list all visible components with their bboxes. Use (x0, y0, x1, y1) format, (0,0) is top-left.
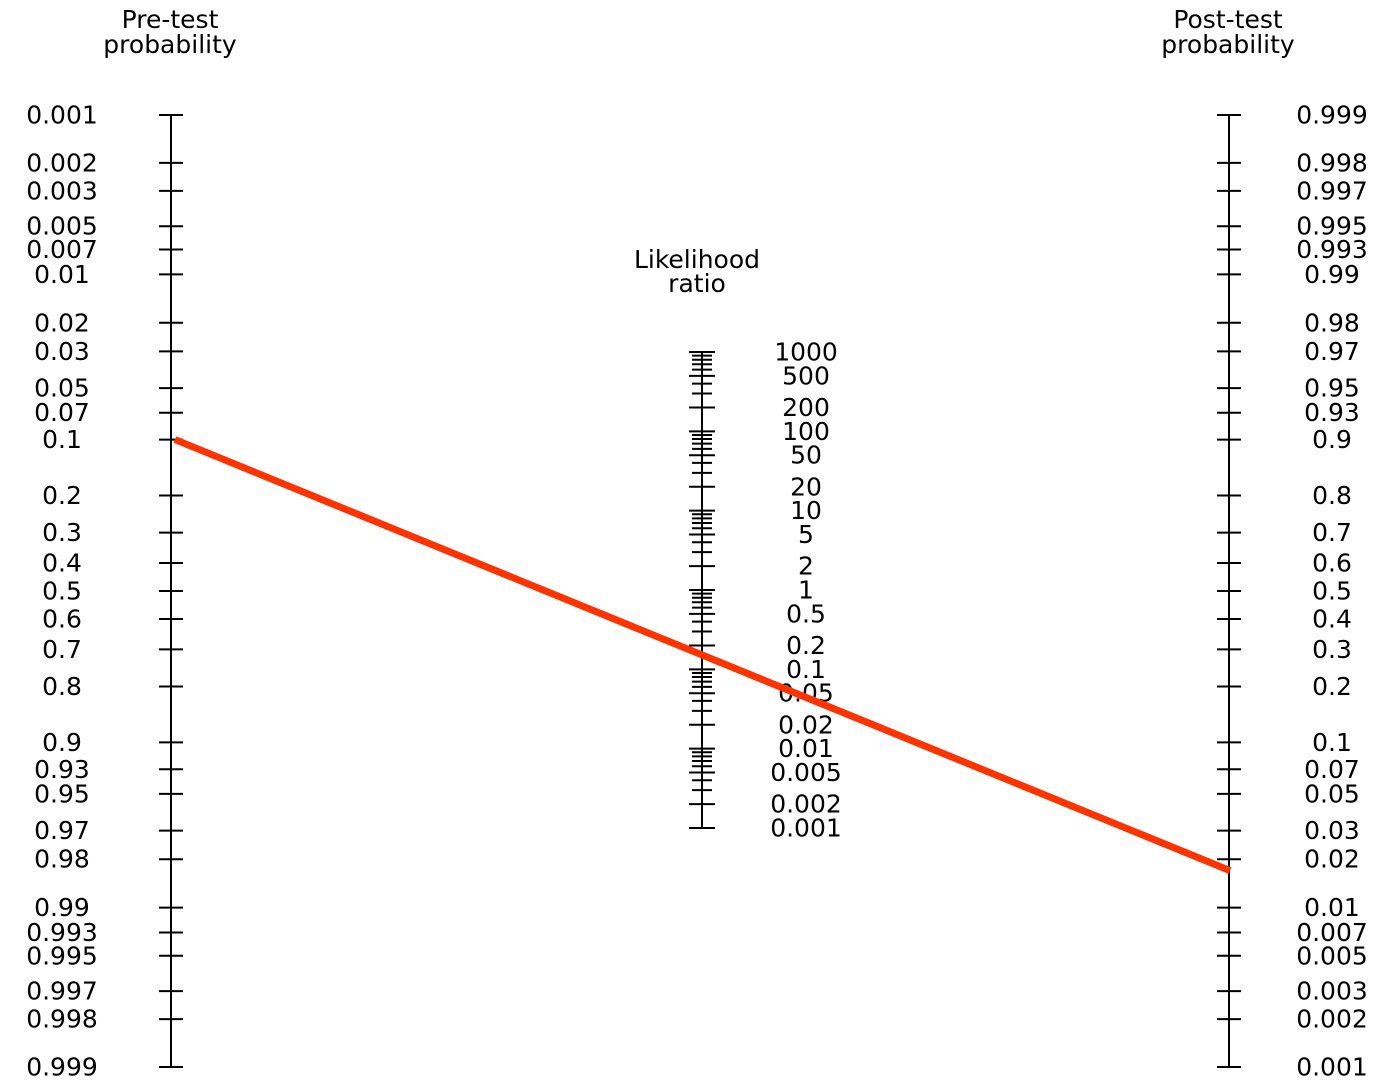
pretest-tick-label: 0.8 (42, 672, 82, 701)
pretest-tick-label: 0.98 (34, 845, 90, 874)
posttest-tick-label: 0.93 (1304, 398, 1360, 427)
lr-tick-label: 0.01 (778, 734, 834, 763)
pretest-tick-label: 0.93 (34, 755, 90, 784)
lr-tick-label: 50 (790, 441, 822, 470)
lr-tick-label: 0.02 (778, 710, 834, 739)
pretest-tick-label: 0.3 (42, 518, 82, 547)
pretest-tick-label: 0.999 (26, 1053, 98, 1082)
pretest-tick-label: 0.95 (34, 779, 90, 808)
posttest-tick-label: 0.03 (1304, 816, 1360, 845)
lr-tick-label: 0.2 (786, 631, 826, 660)
lr-tick-label: 0.001 (770, 814, 842, 843)
posttest-tick-label: 0.002 (1296, 1005, 1368, 1034)
pretest-tick-label: 0.003 (26, 176, 98, 205)
lr-tick-label: 500 (782, 361, 830, 390)
posttest-tick-label: 0.8 (1312, 481, 1352, 510)
posttest-tick-label: 0.3 (1312, 635, 1352, 664)
lr-tick-label: 0.002 (770, 790, 842, 819)
pretest-tick-label: 0.02 (34, 308, 90, 337)
pretest-tick-label: 0.995 (26, 941, 98, 970)
pretest-tick-label: 0.997 (26, 977, 98, 1006)
posttest-tick-label: 0.999 (1296, 101, 1368, 130)
posttest-tick-label: 0.5 (1312, 577, 1352, 606)
axis-titles: Pre-test probability Likelihood ratio Po… (103, 5, 1295, 298)
lr-tick-label: 5 (798, 520, 814, 549)
pretest-tick-label: 0.1 (42, 425, 82, 454)
posttest-title-line1: Post-test (1173, 5, 1283, 34)
pretest-tick-label: 0.9 (42, 728, 82, 757)
pretest-tick-label: 0.2 (42, 481, 82, 510)
pretest-tick-label: 0.007 (26, 235, 98, 264)
posttest-tick-label: 0.007 (1296, 918, 1368, 947)
pretest-tick-label: 0.97 (34, 816, 90, 845)
lr-tick-label: 10 (790, 496, 822, 525)
posttest-tick-label: 0.99 (1304, 260, 1360, 289)
lr-tick-label: 200 (782, 393, 830, 422)
pretest-tick-label: 0.993 (26, 918, 98, 947)
lr-tick-label: 100 (782, 417, 830, 446)
posttest-tick-label: 0.95 (1304, 374, 1360, 403)
posttest-tick-label: 0.01 (1304, 893, 1360, 922)
pretest-tick-label: 0.002 (26, 148, 98, 177)
posttest-tick-label: 0.97 (1304, 337, 1360, 366)
posttest-tick-label: 0.7 (1312, 518, 1352, 547)
pretest-tick-label: 0.05 (34, 374, 90, 403)
posttest-tick-label: 0.07 (1304, 755, 1360, 784)
lr-tick-label: 0.005 (770, 758, 842, 787)
posttest-tick-label: 0.003 (1296, 977, 1368, 1006)
lr-title-line2: ratio (668, 269, 726, 298)
lr-tick-label: 20 (790, 472, 822, 501)
posttest-tick-label: 0.9 (1312, 425, 1352, 454)
pretest-tick-label: 0.5 (42, 577, 82, 606)
posttest-tick-label: 0.001 (1296, 1053, 1368, 1082)
lr-tick-label: 2 (798, 552, 814, 581)
pretest-title-line2: probability (103, 30, 237, 59)
pretest-tick-label: 0.01 (34, 260, 90, 289)
posttest-tick-label: 0.05 (1304, 779, 1360, 808)
result-line-group (173, 436, 1232, 874)
posttest-tick-label: 0.6 (1312, 549, 1352, 578)
posttest-tick-label: 0.4 (1312, 604, 1352, 633)
pretest-title-line1: Pre-test (122, 5, 219, 34)
pretest-tick-label: 0.998 (26, 1005, 98, 1034)
pretest-tick-label: 0.001 (26, 101, 98, 130)
pretest-tick-label: 0.6 (42, 604, 82, 633)
posttest-tick-label: 0.995 (1296, 212, 1368, 241)
posttest-tick-label: 0.993 (1296, 235, 1368, 264)
pretest-tick-label: 0.4 (42, 549, 82, 578)
axes: 0.0010.0020.0030.0050.0070.010.020.030.0… (26, 101, 1368, 1082)
posttest-tick-label: 0.1 (1312, 728, 1352, 757)
pretest-tick-label: 0.005 (26, 212, 98, 241)
lr-tick-label: 0.5 (786, 599, 826, 628)
lr-tick-label: 1 (798, 576, 814, 605)
lr-tick-label: 1000 (774, 338, 838, 367)
lr-tick-label: 0.1 (786, 655, 826, 684)
posttest-tick-label: 0.005 (1296, 941, 1368, 970)
posttest-tick-label: 0.98 (1304, 308, 1360, 337)
result-line (173, 436, 1232, 874)
lr-title-line1: Likelihood (634, 245, 760, 274)
pretest-tick-label: 0.07 (34, 398, 90, 427)
pretest-tick-label: 0.03 (34, 337, 90, 366)
posttest-tick-label: 0.997 (1296, 176, 1368, 205)
pretest-tick-label: 0.7 (42, 635, 82, 664)
posttest-tick-label: 0.02 (1304, 845, 1360, 874)
posttest-title-line2: probability (1161, 30, 1295, 59)
posttest-tick-label: 0.2 (1312, 672, 1352, 701)
posttest-tick-label: 0.998 (1296, 148, 1368, 177)
pretest-tick-label: 0.99 (34, 893, 90, 922)
